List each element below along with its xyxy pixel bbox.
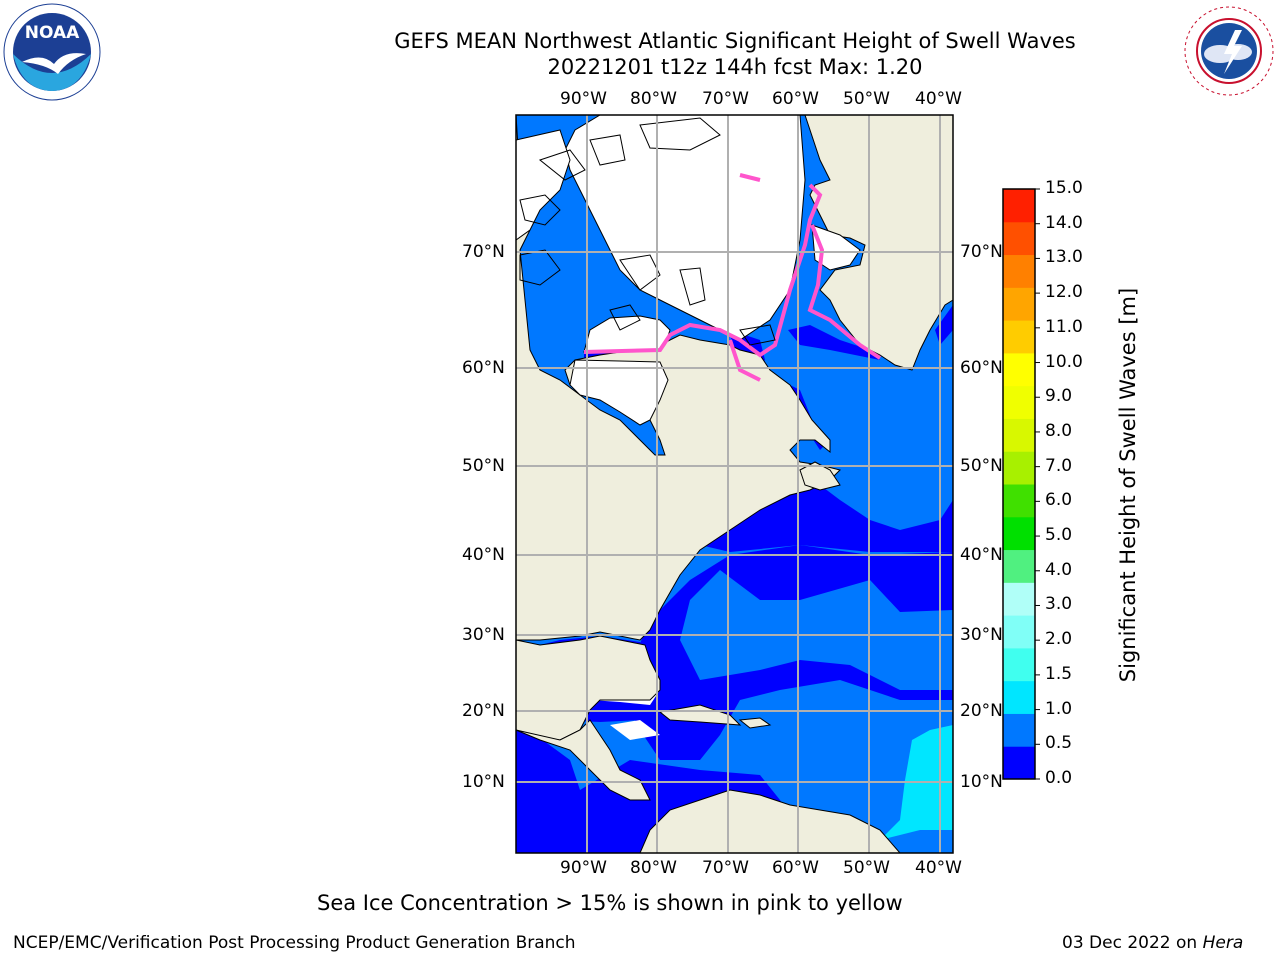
colorbar-segment xyxy=(1003,582,1035,616)
lon-label-bottom-40w: 40°W xyxy=(915,858,962,878)
ice-edge xyxy=(583,173,882,382)
map-frame xyxy=(515,114,954,854)
chart-title: GEFS MEAN Northwest Atlantic Significant… xyxy=(394,29,1076,53)
colorbar-tick-label: 7.0 xyxy=(1045,455,1073,476)
map-border xyxy=(515,114,954,854)
colorbar-segment xyxy=(1003,680,1035,714)
lon-label-bottom-80w: 80°W xyxy=(630,858,677,878)
ice-regions xyxy=(515,114,861,426)
colorbar-tick-label: 1.0 xyxy=(1045,698,1073,719)
lat-label-right-60n: 60°N xyxy=(960,358,1003,378)
lon-label-top-80w: 80°W xyxy=(630,89,677,109)
lat-label-left-20n: 20°N xyxy=(462,701,505,721)
colorbar-segment xyxy=(1003,647,1035,682)
colorbar-tick-label: 13.0 xyxy=(1045,247,1083,268)
lat-label-right-10n: 10°N xyxy=(960,772,1003,792)
nws-logo xyxy=(1180,2,1278,100)
colorbar-tick-label: 14.0 xyxy=(1045,212,1083,233)
lat-label-left-10n: 10°N xyxy=(462,772,505,792)
colorbar-tick-label: 1.5 xyxy=(1045,663,1073,684)
colorbar-title: Significant Height of Swell Waves [m] xyxy=(1116,287,1140,683)
sea-ice-caption: Sea Ice Concentration > 15% is shown in … xyxy=(317,891,903,915)
colorbar-segment xyxy=(1003,189,1035,223)
chart-subtitle: 20221201 t12z 144h fcst Max: 1.20 xyxy=(547,55,923,79)
lon-label-top-70w: 70°W xyxy=(702,89,749,109)
colorbar-tick-label: 10.0 xyxy=(1045,351,1083,372)
colorbar-segment xyxy=(1003,615,1035,649)
footer-right: 03 Dec 2022 on Hera xyxy=(1062,933,1243,953)
colorbar-tick-label: 15.0 xyxy=(1045,178,1083,198)
graticule xyxy=(516,115,953,853)
lat-label-right-20n: 20°N xyxy=(960,701,1003,721)
colorbar xyxy=(1002,188,1040,780)
colorbar-segment xyxy=(1003,451,1035,485)
colorbar-tick-label: 11.0 xyxy=(1045,316,1083,337)
lat-label-right-50n: 50°N xyxy=(960,456,1003,476)
lat-label-right-70n: 70°N xyxy=(960,242,1003,262)
lat-label-left-40n: 40°N xyxy=(462,545,505,565)
colorbar-segment xyxy=(1003,549,1035,583)
lon-label-top-40w: 40°W xyxy=(915,89,962,109)
footer-date: 03 Dec 2022 on xyxy=(1062,933,1203,953)
colorbar-segment xyxy=(1003,352,1035,387)
colorbar-tick-label: 0.0 xyxy=(1045,768,1073,788)
colorbar-segment xyxy=(1003,516,1035,551)
colorbar-tick-label: 8.0 xyxy=(1045,420,1073,441)
colorbar-tick-label: 9.0 xyxy=(1045,386,1073,407)
land-areas xyxy=(515,114,954,854)
lon-label-top-60w: 60°W xyxy=(772,89,819,109)
lon-label-bottom-50w: 50°W xyxy=(843,858,890,878)
island-outlines xyxy=(519,117,776,346)
lat-label-left-70n: 70°N xyxy=(462,242,505,262)
lon-label-bottom-70w: 70°W xyxy=(702,858,749,878)
colorbar-segment xyxy=(1003,484,1035,518)
colorbar-frame xyxy=(1002,188,1036,780)
lat-label-left-60n: 60°N xyxy=(462,358,505,378)
lon-label-top-50w: 50°W xyxy=(843,89,890,109)
lon-label-top-90w: 90°W xyxy=(560,89,607,109)
lon-label-bottom-60w: 60°W xyxy=(772,858,819,878)
lat-label-left-30n: 30°N xyxy=(462,625,505,645)
colorbar-tick-label: 0.5 xyxy=(1045,733,1073,754)
lat-label-right-30n: 30°N xyxy=(960,625,1003,645)
colorbar-tick-label: 4.0 xyxy=(1045,559,1073,580)
lon-label-bottom-90w: 90°W xyxy=(560,858,607,878)
colorbar-segment xyxy=(1003,746,1035,780)
lat-label-right-40n: 40°N xyxy=(960,545,1003,565)
colorbar-segment xyxy=(1003,254,1035,288)
colorbar-segment xyxy=(1003,418,1035,452)
colorbar-segment xyxy=(1003,287,1035,321)
colorbar-segment xyxy=(1003,713,1035,747)
noaa-logo-text: NOAA xyxy=(25,23,80,43)
colorbar-segment xyxy=(1003,221,1035,256)
colorbar-tick-label: 12.0 xyxy=(1045,282,1083,303)
colorbar-segment xyxy=(1003,385,1035,419)
colorbar-tick-label: 5.0 xyxy=(1045,525,1073,546)
footer-host: Hera xyxy=(1202,933,1244,953)
colorbar-tick-label: 2.0 xyxy=(1045,629,1073,650)
colorbar-segment xyxy=(1003,320,1035,354)
colorbar-tick-label: 6.0 xyxy=(1045,490,1073,511)
footer-left: NCEP/EMC/Verification Post Processing Pr… xyxy=(13,933,576,953)
colorbar-tick-label: 3.0 xyxy=(1045,594,1073,615)
lat-label-left-50n: 50°N xyxy=(462,456,505,476)
noaa-logo: NOAA xyxy=(2,2,102,102)
